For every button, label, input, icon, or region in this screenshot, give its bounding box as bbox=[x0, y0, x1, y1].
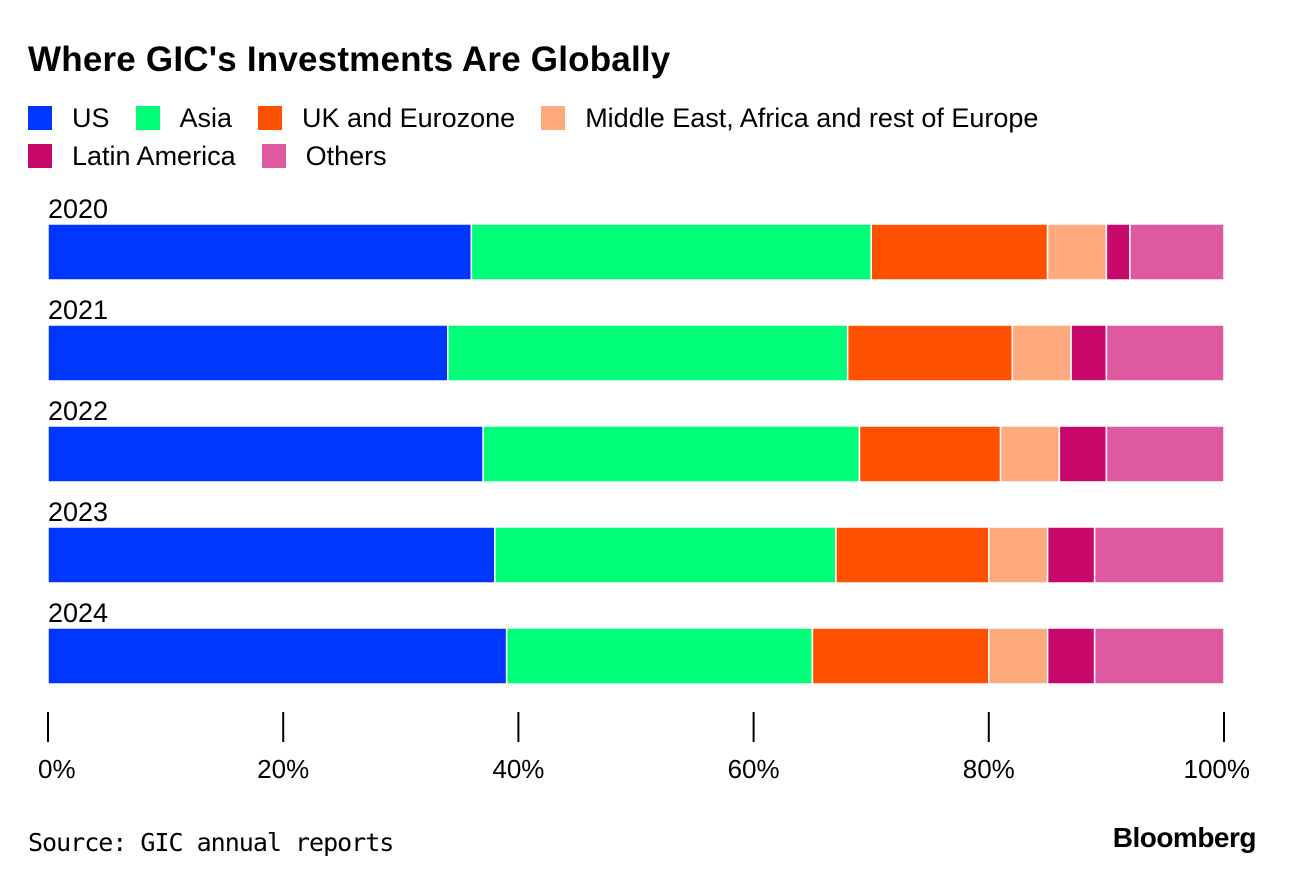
bar-segment-2022-latin-america bbox=[1058, 425, 1108, 483]
bar-segment-2021-others bbox=[1105, 324, 1225, 382]
bar-segment-2024-latin-america bbox=[1046, 627, 1096, 685]
legend-row-2: Latin America Others bbox=[28, 138, 1268, 174]
x-tick-label-20: 20% bbox=[257, 754, 309, 784]
legend-swatch-us bbox=[28, 106, 52, 130]
bar-segment-2021-us bbox=[47, 324, 449, 382]
legend-label-us: US bbox=[72, 102, 110, 133]
category-label-2020: 2020 bbox=[48, 194, 108, 224]
bar-segment-2020-others bbox=[1129, 223, 1225, 281]
legend-swatch-uk-eurozone bbox=[258, 106, 283, 130]
legend-swatch-latin-america bbox=[28, 144, 52, 168]
bar-segment-2024-middle-east-africa-and-rest-of-europe bbox=[988, 627, 1049, 685]
bar-segment-2022-uk-and-eurozone bbox=[858, 425, 1002, 483]
bar-segment-2024-us bbox=[47, 627, 508, 685]
legend-swatch-others bbox=[261, 144, 286, 168]
bar-segment-2023-latin-america bbox=[1046, 526, 1096, 584]
source-note: Source: GIC annual reports bbox=[28, 828, 394, 857]
x-tick-label-0: 0% bbox=[38, 754, 76, 784]
x-tick-label-60: 60% bbox=[728, 754, 780, 784]
legend-label-others: Others bbox=[305, 140, 387, 171]
bar-segment-2022-others bbox=[1105, 425, 1225, 483]
bar-segment-2022-asia bbox=[482, 425, 861, 483]
legend-row-1: US Asia UK and Eurozone Middle East, Afr… bbox=[28, 100, 1268, 136]
category-label-2024: 2024 bbox=[48, 598, 108, 628]
legend-item-asia: Asia bbox=[135, 102, 233, 134]
bloomberg-logo: Bloomberg bbox=[1112, 822, 1257, 853]
bar-segment-2020-asia bbox=[470, 223, 872, 281]
bar-segment-2021-middle-east-africa-and-rest-of-europe bbox=[1011, 324, 1072, 382]
bar-segment-2021-uk-and-eurozone bbox=[846, 324, 1014, 382]
x-tick-label-100: 100% bbox=[1184, 754, 1251, 784]
legend-label-uk-eurozone: UK and Eurozone bbox=[302, 102, 516, 133]
category-label-2023: 2023 bbox=[48, 497, 108, 527]
bar-segment-2022-us bbox=[47, 425, 484, 483]
bar-segment-2024-others bbox=[1093, 627, 1225, 685]
bar-segment-2022-middle-east-africa-and-rest-of-europe bbox=[999, 425, 1061, 483]
x-tick-label-80: 80% bbox=[963, 754, 1015, 784]
legend-item-us: US bbox=[28, 103, 110, 134]
legend-item-others: Others bbox=[261, 140, 387, 172]
legend-label-latin-america: Latin America bbox=[72, 140, 236, 171]
legend-item-uk-eurozone: UK and Eurozone bbox=[258, 103, 515, 134]
bar-segment-2020-latin-america bbox=[1105, 223, 1131, 281]
bar-segment-2020-middle-east-africa-and-rest-of-europe bbox=[1046, 223, 1108, 281]
bar-segment-2021-latin-america bbox=[1070, 324, 1108, 382]
legend-label-middle-east: Middle East, Africa and rest of Europe bbox=[585, 102, 1039, 133]
legend-item-middle-east: Middle East, Africa and rest of Europe bbox=[541, 103, 1038, 134]
legend-label-asia: Asia bbox=[179, 102, 233, 133]
bar-segment-2020-uk-and-eurozone bbox=[870, 223, 1049, 281]
bar-segment-2023-uk-and-eurozone bbox=[835, 526, 990, 584]
chart-title: Where GIC's Investments Are Globally bbox=[28, 40, 671, 79]
bar-segment-2023-asia bbox=[494, 526, 837, 584]
stacked-bar-chart: 2020 2021 2022 2023 2024 0% 20% 40% 60% 80% 100% bbox=[38, 194, 1251, 784]
bar-segment-2023-others bbox=[1093, 526, 1225, 584]
x-tick-label-40: 40% bbox=[492, 754, 544, 784]
bar-segment-2024-asia bbox=[505, 627, 814, 685]
category-label-2021: 2021 bbox=[48, 295, 108, 325]
bar-segment-2024-uk-and-eurozone bbox=[811, 627, 990, 685]
legend: US Asia UK and Eurozone Middle East, Afr… bbox=[28, 100, 1268, 176]
category-label-2022: 2022 bbox=[48, 396, 108, 426]
bar-segment-2021-asia bbox=[447, 324, 849, 382]
bar-segment-2020-us bbox=[47, 223, 473, 281]
bar-segment-2023-middle-east-africa-and-rest-of-europe bbox=[988, 526, 1049, 584]
legend-item-latin-america: Latin America bbox=[28, 141, 236, 172]
legend-swatch-middle-east bbox=[541, 106, 566, 130]
bar-segment-2023-us bbox=[47, 526, 496, 584]
legend-swatch-asia bbox=[135, 106, 160, 130]
